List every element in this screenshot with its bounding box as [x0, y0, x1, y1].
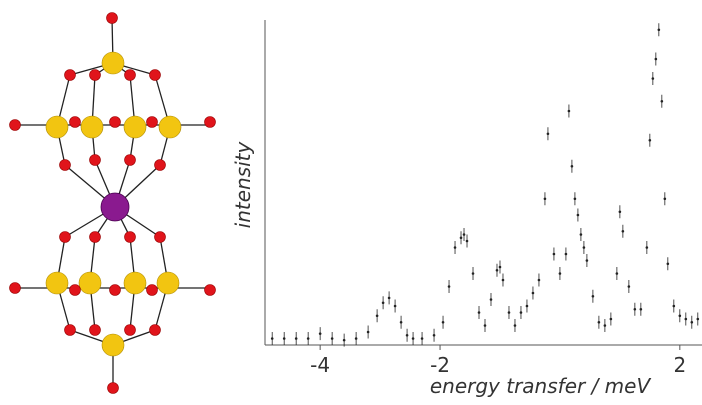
- data-point: [655, 58, 658, 61]
- data-point: [484, 324, 487, 327]
- data-point: [661, 100, 664, 103]
- data-point: [568, 110, 571, 113]
- data-point: [355, 337, 358, 340]
- data-point: [658, 28, 661, 31]
- x-axis-label: energy transfer / meV: [430, 374, 652, 398]
- data-point: [634, 308, 637, 311]
- data-point: [586, 259, 589, 262]
- data-point: [667, 262, 670, 265]
- data-point: [610, 318, 613, 321]
- data-point: [622, 230, 625, 233]
- data-point: [547, 132, 550, 135]
- data-point: [538, 279, 541, 282]
- data-point: [460, 236, 463, 239]
- data-point: [544, 197, 547, 200]
- data-point: [454, 246, 457, 249]
- data-point: [520, 311, 523, 314]
- data-point: [295, 337, 298, 340]
- data-point: [514, 324, 517, 327]
- data-point: [400, 321, 403, 324]
- data-point: [598, 321, 601, 324]
- data-point: [685, 318, 688, 321]
- x-tick-label: -4: [310, 353, 330, 377]
- data-point: [388, 297, 391, 300]
- data-point: [331, 337, 334, 340]
- molecule: [10, 13, 216, 394]
- data-point: [271, 337, 274, 340]
- data-point: [646, 246, 649, 249]
- data-point: [421, 337, 424, 340]
- data-point: [664, 197, 667, 200]
- data-point: [490, 298, 493, 301]
- data-point: [502, 279, 505, 282]
- data-point: [583, 246, 586, 249]
- data-point: [640, 308, 643, 311]
- data-point: [532, 292, 535, 295]
- data-point: [526, 305, 529, 308]
- figure: energy transfer / meV intensity -4 -2 2: [0, 0, 702, 401]
- data-point: [442, 321, 445, 324]
- data-point: [307, 337, 310, 340]
- x-tick-label: -2: [430, 353, 450, 377]
- data-point: [628, 285, 631, 288]
- data-point: [496, 269, 499, 272]
- data-point: [673, 305, 676, 308]
- x-tick-label: 2: [673, 353, 686, 377]
- data-point: [571, 165, 574, 168]
- data-point: [412, 337, 415, 340]
- data-point: [319, 332, 322, 335]
- data-point: [433, 334, 436, 337]
- data-point: [448, 285, 451, 288]
- data-point: [574, 197, 577, 200]
- data-point: [652, 77, 655, 80]
- data-point: [376, 314, 379, 317]
- data-point: [592, 295, 595, 298]
- data-point: [406, 334, 409, 337]
- data-point: [499, 266, 502, 269]
- data-point: [580, 233, 583, 236]
- data-point: [367, 331, 370, 334]
- data-point: [616, 272, 619, 275]
- data-point: [649, 139, 652, 142]
- data-point: [508, 311, 511, 314]
- data-point: [619, 210, 622, 213]
- data-point: [382, 301, 385, 304]
- data-point: [679, 314, 682, 317]
- data-point: [697, 318, 700, 321]
- data-point: [472, 272, 475, 275]
- data-point: [478, 311, 481, 314]
- data-point: [283, 337, 286, 340]
- data-point: [577, 214, 580, 217]
- data-point: [553, 253, 556, 256]
- data-point: [463, 233, 466, 236]
- data-point: [343, 339, 346, 342]
- data-point: [394, 305, 397, 308]
- y-axis-label: intensity: [231, 140, 255, 228]
- data-point: [691, 321, 694, 324]
- data-point: [559, 272, 562, 275]
- data-point: [565, 253, 568, 256]
- data-point: [466, 240, 469, 243]
- data-point: [604, 324, 607, 327]
